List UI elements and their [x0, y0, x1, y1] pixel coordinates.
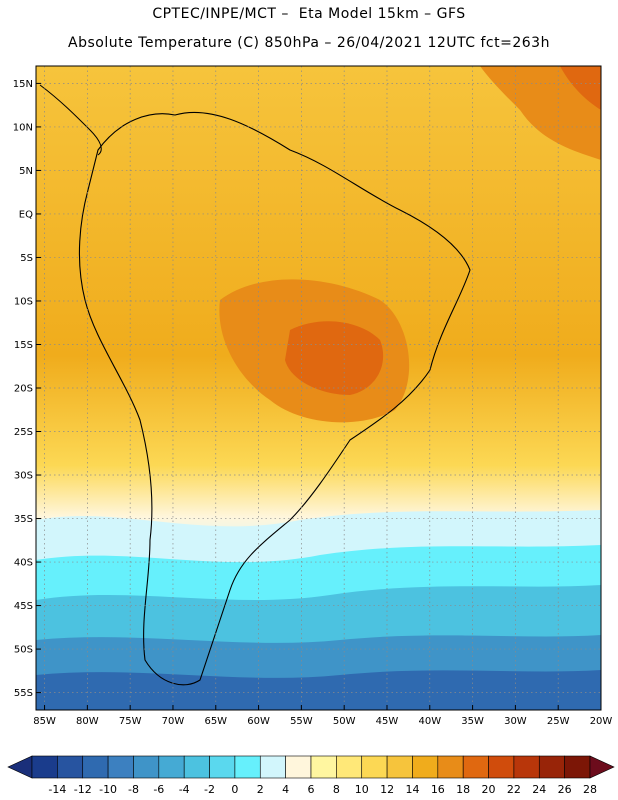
lat-label: 20S: [14, 384, 33, 395]
colorbar-swatch: [285, 755, 312, 779]
colorbar-swatch: [386, 755, 413, 779]
map-border: [35, 65, 602, 711]
lat-label: 5N: [19, 166, 33, 177]
lat-label: 30S: [14, 471, 33, 482]
colorbar-label: -6: [153, 783, 164, 796]
colorbar-swatch: [57, 755, 84, 779]
colorbar-label: 28: [583, 783, 597, 796]
lon-label: 20W: [590, 716, 613, 727]
lon-label: 25W: [547, 716, 570, 727]
colorbar: -14 -12 -10 -8 -6 -4 -2 0 2 4 6 8 10 12 14 16 18 20 22 24 26…: [7, 755, 615, 796]
longitude-labels: 85W 80W 75W 70W 65W 60W 55W 50W 45W 40W 35W 30W 25W 2…: [33, 716, 612, 727]
lon-label: 35W: [461, 716, 484, 727]
lon-label: 75W: [119, 716, 142, 727]
colorbar-label: 14: [405, 783, 419, 796]
colorbar-label: -14: [48, 783, 66, 796]
lon-label: 60W: [247, 716, 270, 727]
colorbar-swatch: [209, 755, 236, 779]
lat-label: EQ: [19, 209, 33, 220]
colorbar-label: 4: [282, 783, 289, 796]
lat-label: 15N: [13, 79, 33, 90]
colorbar-swatch: [234, 755, 261, 779]
lon-label: 40W: [418, 716, 441, 727]
lon-label: 65W: [204, 716, 227, 727]
lat-label: 50S: [14, 645, 33, 656]
colorbar-label: -12: [74, 783, 92, 796]
lon-label: 50W: [333, 716, 356, 727]
lat-label: 45S: [14, 601, 33, 612]
colorbar-swatch: [336, 755, 363, 779]
lat-label: 5S: [20, 253, 33, 264]
colorbar-swatch: [107, 755, 134, 779]
lat-label: 40S: [14, 558, 33, 569]
colorbar-label: -10: [99, 783, 117, 796]
lon-label: 85W: [33, 716, 56, 727]
colorbar-swatch: [488, 755, 515, 779]
lon-label: 30W: [504, 716, 527, 727]
colorbar-min-arrow: [7, 755, 33, 779]
lat-label: 25S: [14, 427, 33, 438]
colorbar-label: 0: [231, 783, 238, 796]
colorbar-swatch: [310, 755, 337, 779]
colorbar-label: 10: [355, 783, 369, 796]
colorbar-max-arrow: [589, 755, 615, 779]
colorbar-swatch: [361, 755, 388, 779]
colorbar-swatch: [412, 755, 439, 779]
colorbar-label: -8: [128, 783, 139, 796]
colorbar-swatch: [133, 755, 160, 779]
lon-label: 45W: [376, 716, 399, 727]
colorbar-swatch: [564, 755, 591, 779]
colorbar-label: 8: [333, 783, 340, 796]
lat-label: 15S: [14, 340, 33, 351]
chart-subtitle: Absolute Temperature (C) 850hPa – 26/04/…: [68, 35, 550, 51]
latitude-labels: 15N 10N 5N EQ 5S 10S 15S 20S 25S 30S 35S 40S 45S 50S 5…: [13, 79, 33, 699]
colorbar-label: 16: [431, 783, 445, 796]
colorbar-swatch: [158, 755, 185, 779]
colorbar-swatch: [462, 755, 489, 779]
lon-label: 55W: [290, 716, 313, 727]
colorbar-label: 12: [380, 783, 394, 796]
colorbar-label: 6: [308, 783, 315, 796]
lat-label: 10S: [14, 296, 33, 307]
colorbar-swatch: [82, 755, 109, 779]
colorbar-swatch: [437, 755, 464, 779]
lon-label: 80W: [76, 716, 99, 727]
colorbar-label: 18: [456, 783, 470, 796]
colorbar-label: 24: [532, 783, 546, 796]
colorbar-label: 26: [558, 783, 572, 796]
lon-label: 70W: [162, 716, 185, 727]
colorbar-label: 20: [482, 783, 496, 796]
colorbar-swatch: [259, 755, 286, 779]
colorbar-swatch: [31, 755, 58, 779]
lat-label: 10N: [13, 122, 33, 133]
temperature-field: [36, 66, 601, 710]
colorbar-label: 2: [257, 783, 264, 796]
lat-label: 55S: [14, 688, 33, 699]
chart-title: CPTEC/INPE/MCT – Eta Model 15km – GFS: [152, 6, 466, 22]
colorbar-swatch: [513, 755, 540, 779]
colorbar-label: -4: [179, 783, 190, 796]
colorbar-swatch: [183, 755, 210, 779]
lat-label: 35S: [14, 514, 33, 525]
colorbar-label: 22: [507, 783, 521, 796]
colorbar-swatch: [538, 755, 565, 779]
colorbar-label: -2: [204, 783, 215, 796]
